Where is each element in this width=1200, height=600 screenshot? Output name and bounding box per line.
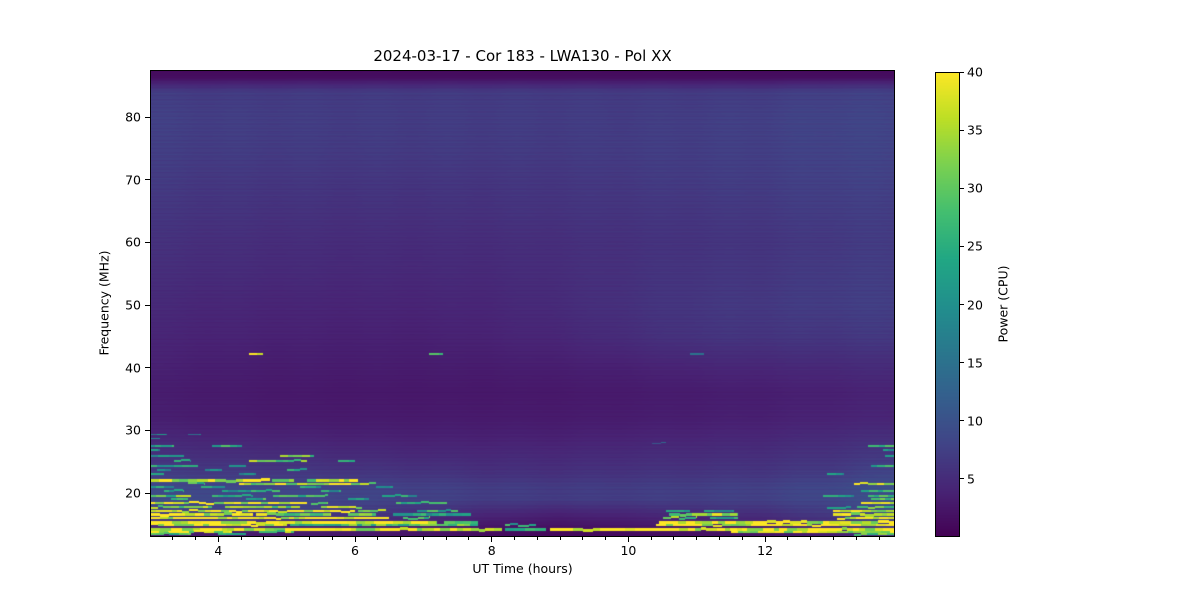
colorbar-tick	[960, 420, 964, 422]
y-major-tick	[145, 241, 150, 243]
y-axis-label: Frequency (MHz)	[96, 250, 112, 356]
x-minor-tick	[308, 537, 310, 540]
colorbar-tick	[960, 129, 964, 131]
colorbar-tick	[960, 187, 964, 189]
x-minor-tick	[559, 537, 561, 540]
x-minor-tick	[286, 537, 288, 540]
spectrogram-plot-area	[150, 70, 895, 537]
colorbar-tick	[960, 245, 964, 247]
x-tick-label: 10	[620, 543, 637, 558]
x-tick-label: 12	[757, 543, 774, 558]
x-minor-tick	[696, 537, 698, 540]
y-major-tick	[145, 179, 150, 181]
y-tick-label: 70	[125, 172, 141, 188]
y-tick-label: 40	[125, 360, 141, 376]
colorbar-tick	[960, 362, 964, 364]
colorbar-tick	[960, 478, 964, 480]
x-minor-tick	[878, 537, 880, 540]
x-major-tick	[354, 537, 356, 542]
x-minor-tick	[422, 537, 424, 540]
y-tick-label: 60	[125, 234, 141, 250]
y-tick-label: 50	[125, 297, 141, 313]
spectrogram-canvas	[150, 70, 895, 537]
x-minor-tick	[514, 537, 516, 540]
colorbar-canvas	[935, 72, 960, 537]
x-major-tick	[217, 537, 219, 542]
y-major-tick	[145, 116, 150, 118]
x-minor-tick	[582, 537, 584, 540]
colorbar-tick	[960, 71, 964, 73]
x-minor-tick	[400, 537, 402, 540]
x-minor-tick	[605, 537, 607, 540]
plot-title: 2024-03-17 - Cor 183 - LWA130 - Pol XX	[373, 47, 672, 65]
x-minor-tick	[263, 537, 265, 540]
x-tick-label: 6	[351, 543, 360, 558]
x-minor-tick	[172, 537, 174, 540]
colorbar-tick-label: 15	[967, 355, 983, 371]
colorbar-label: Power (CPU)	[995, 265, 1011, 343]
x-major-tick	[491, 537, 493, 542]
x-major-tick	[764, 537, 766, 542]
x-minor-tick	[832, 537, 834, 540]
x-minor-tick	[240, 537, 242, 540]
y-major-tick	[145, 304, 150, 306]
colorbar-tick-label: 35	[967, 122, 983, 138]
x-minor-tick	[445, 537, 447, 540]
colorbar-tick-label: 5	[967, 471, 975, 487]
x-minor-tick	[673, 537, 675, 540]
x-minor-tick	[650, 537, 652, 540]
colorbar	[935, 72, 960, 537]
y-tick-label: 80	[125, 109, 141, 125]
x-minor-tick	[331, 537, 333, 540]
colorbar-tick-label: 25	[967, 238, 983, 254]
colorbar-tick-label: 40	[967, 64, 983, 80]
x-tick-label: 4	[214, 543, 223, 558]
colorbar-tick	[960, 304, 964, 305]
y-tick-label: 20	[125, 485, 141, 501]
x-minor-tick	[377, 537, 379, 540]
x-tick-label: 8	[487, 543, 496, 558]
y-major-tick	[145, 367, 150, 369]
y-major-tick	[145, 429, 150, 431]
colorbar-tick-label: 10	[967, 413, 983, 429]
y-tick-label: 30	[125, 422, 141, 438]
x-minor-tick	[195, 537, 197, 540]
x-major-tick	[627, 537, 629, 542]
x-axis-label: UT Time (hours)	[472, 561, 573, 576]
colorbar-tick-label: 20	[967, 297, 983, 312]
x-minor-tick	[741, 537, 743, 540]
x-minor-tick	[855, 537, 857, 540]
x-minor-tick	[468, 537, 470, 540]
x-minor-tick	[787, 537, 789, 540]
colorbar-tick-label: 30	[967, 180, 983, 196]
x-minor-tick	[810, 537, 812, 540]
x-minor-tick	[719, 537, 721, 540]
x-minor-tick	[536, 537, 538, 540]
y-major-tick	[145, 492, 150, 494]
